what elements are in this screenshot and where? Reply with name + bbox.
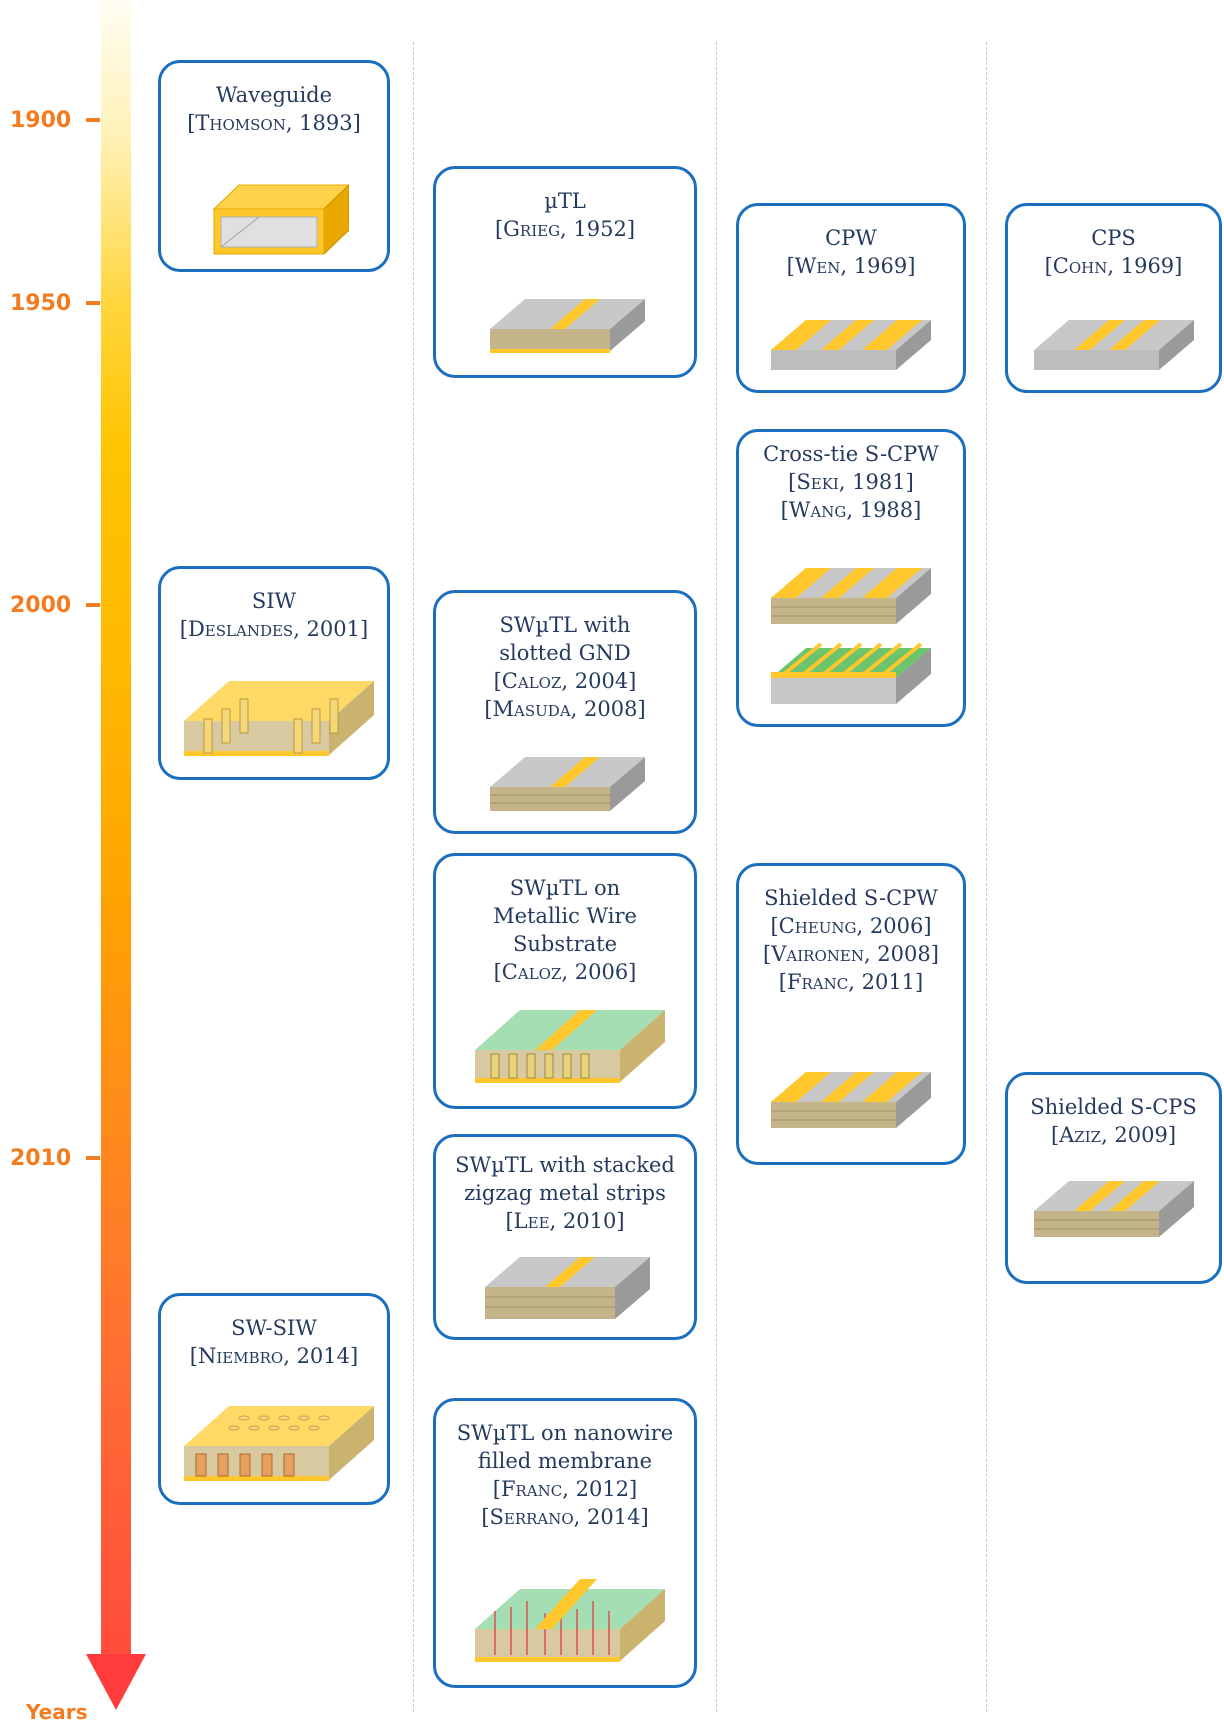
card-waveguide: Waveguide [Thomson, 1893] [158, 60, 390, 272]
column-divider-1 [413, 42, 414, 1712]
card-shielded-scps: Shielded S-CPS [Aziz, 2009] [1005, 1072, 1222, 1284]
card-swutl-nanowire: SWµTL on nanowire filled membrane [Franc… [433, 1398, 697, 1688]
card-title: CPS [1091, 226, 1136, 250]
cps-figure [1008, 312, 1219, 376]
card-ref: [Aziz, 2009] [1050, 1123, 1177, 1147]
swsiw-figure [161, 1388, 387, 1488]
card-ref: [Caloz, 2004] [493, 669, 637, 693]
swutl-zigzag-figure [436, 1247, 694, 1323]
card-title: SWµTL with slotted GND [499, 613, 631, 665]
card-title: SWµTL on nanowire filled membrane [456, 1421, 674, 1473]
shielded-scps-figure [1008, 1173, 1219, 1245]
card-ref: [Wang, 1988] [780, 498, 922, 522]
card-swutl-zigzag: SWµTL with stacked zigzag metal strips [… [433, 1134, 697, 1340]
tick-label-2010: 2010 [10, 1146, 72, 1171]
tick-label-1950: 1950 [10, 291, 72, 316]
cpw-figure [739, 312, 963, 376]
card-ref: [Franc, 2011] [778, 970, 924, 994]
swutl-slotted-figure [436, 747, 694, 817]
card-title: SW-SIW [231, 1316, 317, 1340]
card-ref: [Serrano, 2014] [481, 1505, 649, 1529]
card-title: Cross-tie S-CPW [763, 442, 939, 466]
crosstie-figure [739, 560, 963, 710]
card-ref: [Niembro, 2014] [189, 1344, 359, 1368]
card-ref: [Vaironen, 2008] [763, 942, 939, 966]
swutl-nanowire-figure [436, 1571, 694, 1671]
tick-mark-2000 [86, 603, 100, 607]
card-ref: [Masuda, 2008] [484, 697, 646, 721]
timeline-arrow-head [86, 1654, 146, 1710]
siw-figure [161, 663, 387, 763]
tick-mark-2010 [86, 1156, 100, 1160]
card-siw: SIW [Deslandes, 2001] [158, 566, 390, 780]
card-cps: CPS [Cohn, 1969] [1005, 203, 1222, 393]
ustl-figure [436, 281, 694, 361]
card-swsiw: SW-SIW [Niembro, 2014] [158, 1293, 390, 1505]
tick-label-2000: 2000 [10, 593, 72, 618]
card-swutl-slotted: SWµTL with slotted GND [Caloz, 2004] [Ma… [433, 590, 697, 834]
card-ref: [Lee, 2010] [505, 1209, 625, 1233]
card-crosstie: Cross-tie S-CPW [Seki, 1981] [Wang, 1988… [736, 429, 966, 727]
tick-mark-1950 [86, 301, 100, 305]
card-ref: [Caloz, 2006] [493, 960, 637, 984]
card-shielded-scpw: Shielded S-CPW [Cheung, 2006] [Vaironen,… [736, 863, 966, 1165]
card-ustl: µTL [Grieg, 1952] [433, 166, 697, 378]
card-title: SWµTL with stacked zigzag metal strips [455, 1153, 675, 1205]
tick-mark-1900 [86, 118, 100, 122]
card-cpw: CPW [Wen, 1969] [736, 203, 966, 393]
card-title: µTL [544, 189, 586, 213]
card-ref: [Deslandes, 2001] [179, 617, 369, 641]
shielded-scpw-figure [739, 1064, 963, 1136]
card-ref: [Seki, 1981] [788, 470, 914, 494]
card-ref: [Cohn, 1969] [1044, 254, 1183, 278]
card-title: CPW [825, 226, 877, 250]
card-title: Shielded S-CPS [1030, 1095, 1197, 1119]
card-ref: [Thomson, 1893] [187, 111, 361, 135]
timeline-arrow-shaft [101, 0, 131, 1660]
card-title: SWµTL on Metallic Wire Substrate [493, 876, 637, 956]
card-ref: [Franc, 2012] [492, 1477, 638, 1501]
card-title: Shielded S-CPW [764, 886, 938, 910]
axis-label-years: Years [26, 1700, 88, 1724]
card-ref: [Grieg, 1952] [494, 217, 636, 241]
column-divider-2 [716, 42, 717, 1712]
card-title: SIW [251, 589, 297, 613]
card-ref: [Cheung, 2006] [770, 914, 932, 938]
tick-label-1900: 1900 [10, 108, 72, 133]
card-swutl-wire: SWµTL on Metallic Wire Substrate [Caloz,… [433, 853, 697, 1109]
column-divider-3 [986, 42, 987, 1712]
swutl-wire-figure [436, 992, 694, 1092]
waveguide-figure [161, 175, 387, 255]
card-ref: [Wen, 1969] [786, 254, 916, 278]
card-title: Waveguide [215, 83, 333, 107]
